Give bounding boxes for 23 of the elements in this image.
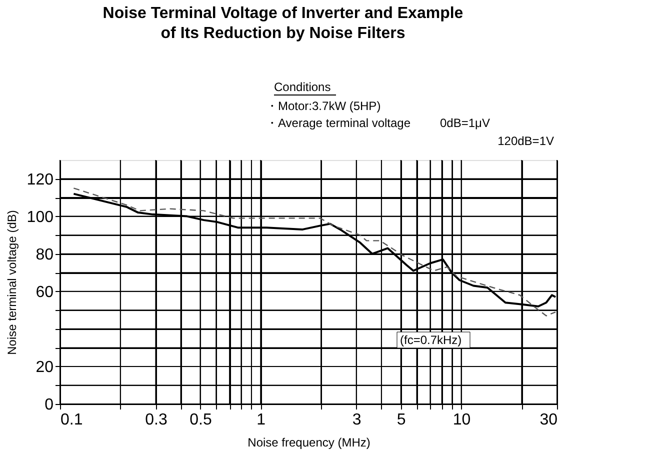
x-tick-label: 0.3 <box>145 412 168 428</box>
chart-title: Noise Terminal Voltage of Inverter and Example of Its Reduction by Noise Filters <box>102 5 464 42</box>
text: ・Average terminal voltage <box>266 116 411 130</box>
y-axis-title: Noise terminal voltage (dB) <box>4 210 19 355</box>
y-tick-label: 20 <box>36 358 54 376</box>
y-tick-label: 100 <box>26 208 54 226</box>
text: Conditions <box>274 80 331 94</box>
y-tick-label: 120 <box>26 171 54 188</box>
text: 0dB=1μV <box>440 116 490 130</box>
x-tick-label: 5 <box>396 412 406 428</box>
y-tick-label: 0 <box>44 396 54 414</box>
y-tick-label: 60 <box>36 284 54 301</box>
annotation: (fc=0.7kHz) <box>400 333 462 347</box>
x-tick-label: 0.1 <box>60 412 83 428</box>
text: 120dB=1V <box>498 134 554 148</box>
x-tick-label: 10 <box>452 412 471 428</box>
text: ・Motor:3.7kW (5HP) <box>266 99 381 113</box>
x-tick-label: 3 <box>352 412 362 428</box>
x-tick-label: 1 <box>256 412 266 428</box>
x-tick-label: 0.5 <box>190 412 212 428</box>
x-axis-title: Noise frequency (MHz) <box>248 436 370 450</box>
x-tick-label: 30 <box>540 412 558 428</box>
y-tick-label: 80 <box>36 246 54 264</box>
